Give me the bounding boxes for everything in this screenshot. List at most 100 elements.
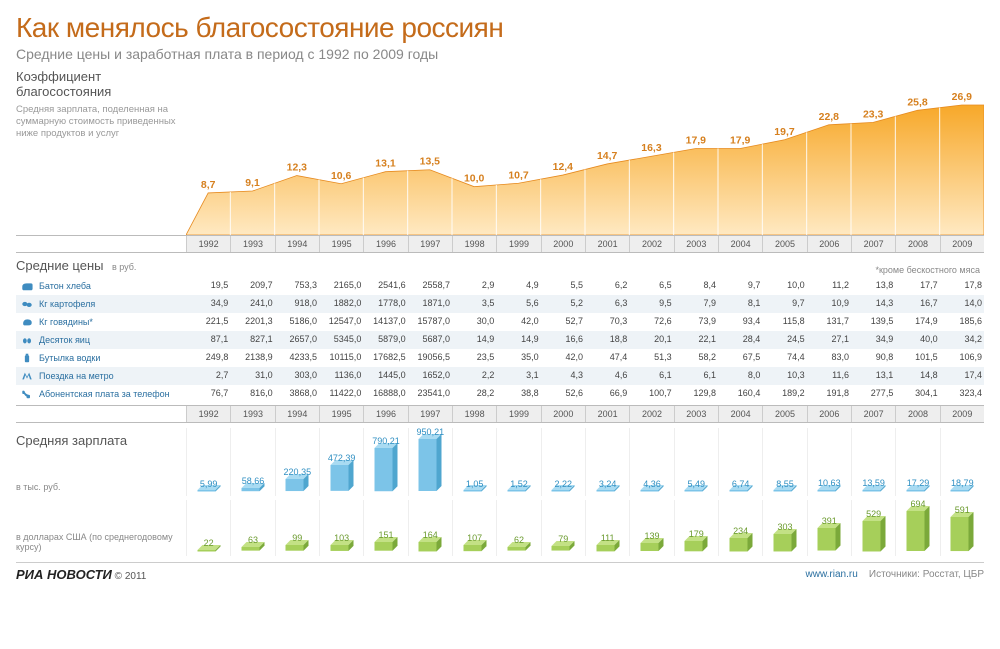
salary-bar-label: 472,39 [328,453,356,463]
page-subtitle: Средние цены и заработная плата в период… [16,46,984,62]
year-header: 1994 [275,236,319,252]
infographic-root: Как менялось благосостояние россиян Сред… [0,0,1000,590]
price-row-label: Поездка на метро [16,367,186,385]
price-cell: 14137,0 [363,313,407,331]
price-row-label: Абонентская плата за телефон [16,385,186,403]
salary-bar-label: 1,05 [466,479,484,489]
price-row-label: Кг картофеля [16,295,186,313]
svg-text:17,9: 17,9 [730,135,751,146]
price-cell: 16,6 [541,331,585,349]
price-cell: 67,5 [718,349,762,367]
svg-text:13,1: 13,1 [375,159,396,170]
salary-bar-cell: 164 [408,500,452,556]
price-cell: 14,9 [496,331,540,349]
salary-bar-cell: 62 [496,500,540,556]
price-cell: 9,7 [718,277,762,295]
price-cell: 2138,9 [230,349,274,367]
price-cell: 70,3 [585,313,629,331]
price-row: Батон хлеба19,5209,7753,32165,02541,6255… [16,277,984,295]
salary-bar-cell: 529 [851,500,895,556]
salary-bar-label: 99 [292,533,302,543]
salary-bar-label: 529 [866,509,881,519]
salary-unit-rub: в тыс. руб. [16,482,186,492]
bread-icon [20,280,34,292]
price-cell: 10115,0 [319,349,363,367]
price-cell: 52,7 [541,313,585,331]
price-cell: 106,9 [940,349,984,367]
potato-icon [20,298,34,310]
salary-title: Средняя зарплата [16,427,186,448]
price-cell: 9,7 [762,295,806,313]
salary-bar-label: 950,21 [417,427,445,437]
coefficient-description: Средняя зарплата, поделенная на суммарну… [16,104,178,140]
salary-bar-cell: 391 [807,500,851,556]
svg-text:22,8: 22,8 [819,112,840,123]
footer-brand: РИА НОВОСТИ [16,567,112,582]
price-cell: 2558,7 [408,277,452,295]
price-cell: 34,9 [851,331,895,349]
year-header: 1998 [452,236,496,252]
salary-bar-cell: 18,79 [940,428,984,496]
salary-bar-label: 4,36 [643,479,661,489]
price-cell: 11422,0 [319,385,363,403]
salary-bar [419,434,442,496]
year-header: 2006 [807,406,851,422]
price-cell: 185,6 [940,313,984,331]
svg-text:14,7: 14,7 [597,151,618,162]
salary-bar [330,460,353,496]
phone-icon [20,388,34,400]
year-header: 1992 [186,406,230,422]
prices-unit: в руб. [112,262,136,272]
price-cell: 189,2 [762,385,806,403]
salary-bar-cell: 10,63 [807,428,851,496]
price-cell: 11,2 [807,277,851,295]
salary-section: Средняя зарплата в тыс. руб. 5,99 58,66 … [16,427,984,556]
year-header: 2001 [585,406,629,422]
salary-bar-label: 62 [514,535,524,545]
price-cell: 8,4 [674,277,718,295]
salary-bar [773,529,796,556]
price-cell: 4,9 [496,277,540,295]
salary-bar [818,523,841,556]
footer-link[interactable]: www.rian.ru [806,569,858,580]
footer-sources: Источники: Росстат, ЦБР [869,569,984,580]
salary-bar-label: 220,35 [284,467,312,477]
price-cell: 5,6 [496,295,540,313]
salary-bar-label: 2,22 [555,479,573,489]
price-cell: 8,1 [718,295,762,313]
price-cell: 8,0 [718,367,762,385]
price-cell: 51,3 [629,349,673,367]
price-cell: 10,3 [762,367,806,385]
price-cell: 74,4 [762,349,806,367]
year-header: 2008 [895,406,939,422]
svg-text:26,9: 26,9 [952,92,973,103]
salary-bar-cell: 17,29 [895,428,939,496]
price-cell: 28,2 [452,385,496,403]
price-cell: 129,8 [674,385,718,403]
salary-bar-cell: 79 [541,500,585,556]
salary-bar-label: 10,63 [818,478,841,488]
price-cell: 1136,0 [319,367,363,385]
price-cell: 191,8 [807,385,851,403]
price-row: Кг картофеля34,9241,0918,01882,01778,018… [16,295,984,313]
price-cell: 87,1 [186,331,230,349]
price-cell: 12547,0 [319,313,363,331]
coefficient-area-chart: 8,79,112,310,613,113,510,010,712,414,716… [186,70,984,235]
price-cell: 3,5 [452,295,496,313]
price-cell: 139,5 [851,313,895,331]
year-header: 2000 [541,406,585,422]
year-header: 2007 [851,236,895,252]
prices-footnote: *кроме бескостного мяса [186,265,984,275]
price-cell: 160,4 [718,385,762,403]
salary-unit-usd: в долларах США (по среднегодовому курсу) [16,532,186,552]
price-cell: 241,0 [230,295,274,313]
price-cell: 2,2 [452,367,496,385]
price-cell: 1778,0 [363,295,407,313]
price-cell: 101,5 [895,349,939,367]
salary-bar-label: 164 [423,530,438,540]
salary-bar-cell: 107 [452,500,496,556]
price-cell: 5687,0 [408,331,452,349]
price-cell: 90,8 [851,349,895,367]
price-cell: 34,2 [940,331,984,349]
salary-bar-label: 391 [822,516,837,526]
